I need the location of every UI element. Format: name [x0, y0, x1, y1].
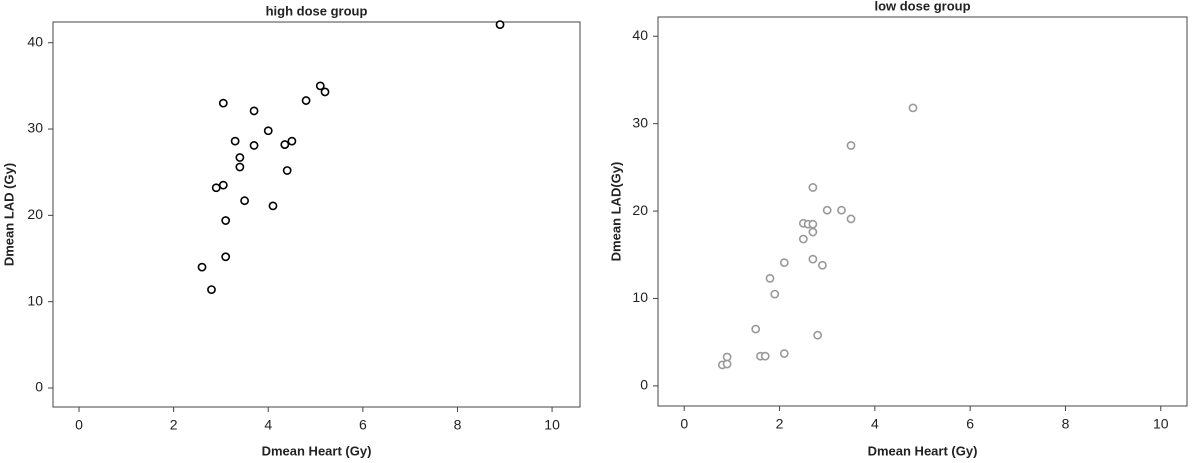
point	[218, 180, 228, 190]
point	[197, 262, 207, 272]
point	[495, 20, 505, 29]
point	[808, 227, 818, 237]
point	[808, 254, 818, 264]
point	[211, 183, 221, 193]
x-tick-label: 2	[170, 417, 178, 433]
x-tick-label: 6	[359, 417, 367, 433]
point	[301, 96, 311, 105]
y-tick-label: 10	[27, 292, 43, 308]
x-axis-title: Dmean Heart (Gy)	[868, 443, 978, 458]
point	[779, 258, 789, 268]
point	[207, 285, 216, 295]
point	[722, 352, 732, 362]
point	[760, 351, 770, 361]
x-tick-label: 0	[75, 417, 83, 433]
point	[235, 153, 245, 162]
point	[846, 141, 856, 150]
point	[221, 216, 231, 225]
point	[813, 330, 823, 340]
point	[722, 359, 732, 369]
x-tick-label: 8	[454, 417, 462, 433]
x-tick-label: 0	[680, 416, 688, 432]
point	[822, 205, 832, 215]
y-tick-label: 10	[632, 289, 648, 305]
point	[249, 141, 259, 150]
point	[798, 234, 808, 244]
point	[282, 166, 292, 175]
point	[846, 214, 856, 224]
y-tick-label: 40	[27, 33, 43, 49]
point	[235, 162, 245, 172]
point	[770, 289, 780, 299]
point	[751, 324, 761, 334]
point	[808, 219, 818, 229]
x-tick-label: 8	[1062, 416, 1070, 432]
y-tick-label: 30	[27, 120, 43, 136]
point	[230, 136, 240, 146]
point	[287, 136, 297, 146]
point	[268, 201, 278, 211]
x-axis-title: Dmean Heart (Gy)	[262, 443, 372, 458]
x-tick-label: 2	[776, 416, 784, 432]
y-axis-title: Dmean LAD (Gy)	[1, 163, 16, 266]
point	[320, 87, 330, 97]
point	[908, 103, 918, 113]
point	[280, 140, 290, 149]
point	[779, 349, 789, 358]
point	[221, 252, 231, 262]
x-tick-label: 4	[264, 417, 272, 433]
y-tick-label: 40	[632, 27, 648, 43]
x-tick-label: 4	[871, 416, 879, 432]
y-tick-label: 30	[632, 114, 648, 130]
point	[818, 260, 827, 270]
point	[240, 196, 249, 206]
y-tick-label: 20	[27, 206, 43, 222]
point	[315, 81, 325, 91]
point	[837, 205, 846, 215]
plot-area	[657, 16, 1188, 407]
x-tick-label: 10	[1153, 416, 1169, 432]
point	[765, 273, 775, 283]
x-tick-label: 10	[544, 417, 560, 433]
y-axis-title: Dmean LAD(Gy)	[608, 162, 623, 262]
point	[249, 106, 259, 116]
y-tick-label: 20	[632, 202, 648, 218]
y-tick-label: 0	[640, 377, 648, 393]
plot-area	[52, 21, 581, 408]
point	[263, 126, 273, 136]
point	[218, 98, 228, 108]
point	[808, 183, 818, 192]
y-tick-label: 0	[35, 379, 43, 395]
chart-title: high dose group	[266, 3, 368, 18]
chart-title: low dose group	[874, 0, 970, 13]
x-tick-label: 6	[966, 416, 974, 432]
